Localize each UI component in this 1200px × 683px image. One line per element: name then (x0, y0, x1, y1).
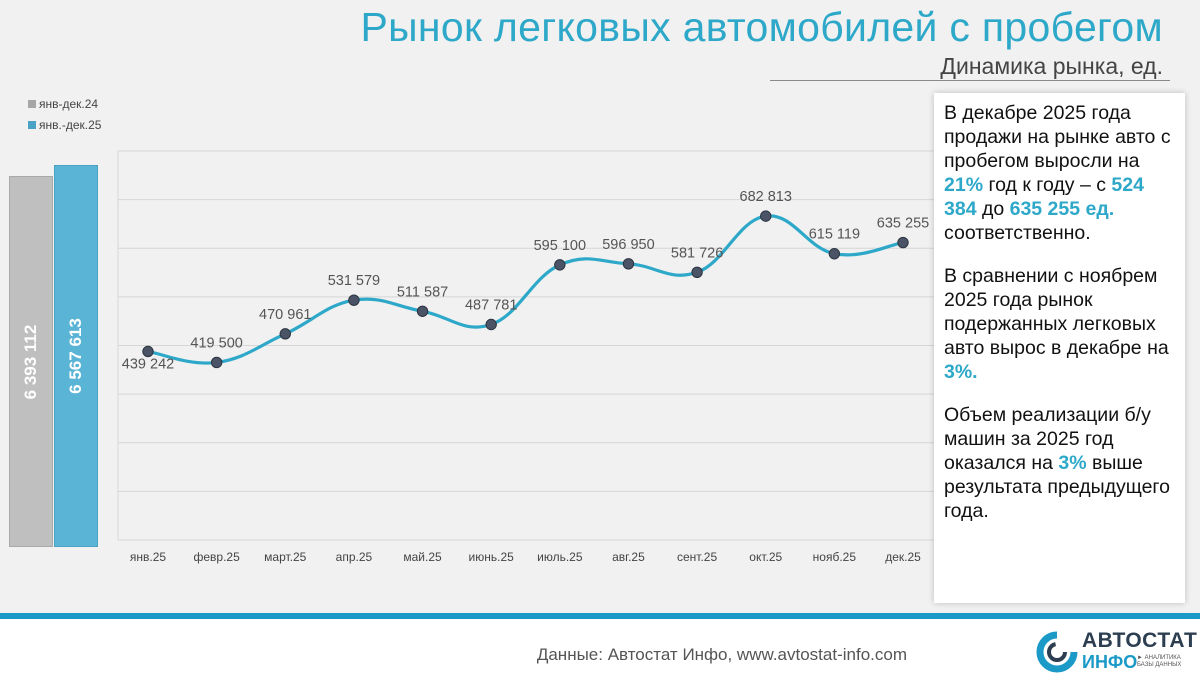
highlight-value: 3% (1058, 452, 1087, 474)
highlight-value: 21% (944, 174, 984, 196)
data-label: 596 950 (602, 237, 654, 253)
x-tick-label: авг.25 (612, 550, 645, 564)
data-point (210, 356, 223, 369)
x-tick-label: февр.25 (193, 550, 240, 564)
data-label: 531 579 (328, 273, 380, 289)
data-point (897, 236, 909, 249)
data-point (554, 259, 566, 271)
data-point (760, 210, 772, 222)
legend-label-prev: янв-дек.24 (39, 97, 99, 111)
legend-swatch-prev (28, 100, 36, 108)
logo-tagline: ► АНАЛИТИКА БАЗЫ ДАННЫХ (1137, 655, 1182, 668)
highlight-value: 3%. (944, 361, 978, 383)
legend-label-cur: янв.-дек.25 (39, 118, 102, 132)
data-point (691, 266, 703, 278)
brand-logo: АВТОСТАТ ИНФО ► АНАЛИТИКА БАЗЫ ДАННЫХ (1034, 628, 1198, 676)
data-point (828, 248, 841, 260)
data-label: 581 726 (671, 245, 723, 261)
data-point (279, 328, 291, 340)
subtitle-divider (770, 80, 1170, 81)
footer-divider (0, 613, 1200, 619)
x-tick-label: дек.25 (885, 550, 921, 564)
x-tick-label: июль.25 (537, 550, 583, 564)
data-label: 487 781 (465, 298, 517, 314)
x-tick-label: апр.25 (336, 550, 373, 564)
series-line-group (146, 214, 905, 365)
data-point (622, 258, 635, 270)
data-label: 615 119 (809, 227, 860, 243)
commentary-p2: В сравнении с ноябрем 2025 года рынок по… (944, 264, 1175, 384)
x-axis-ticks: янв.25 февр.25 март.25 апр.25 май.25 июнь.25 и… (130, 550, 921, 564)
data-labels: 439 242 419 500 470 961 531 579 511 587 487 7… (122, 189, 929, 372)
logo-circle-icon (1036, 631, 1078, 673)
data-point (485, 318, 497, 331)
page-subtitle: Динамика рынка, ед. (940, 53, 1163, 79)
commentary-text: год к году – с (983, 174, 1112, 196)
x-tick-label: июнь.25 (469, 550, 515, 564)
data-point (416, 305, 429, 317)
highlight-value: 524 384 (944, 174, 1144, 220)
data-label: 635 255 (877, 216, 929, 232)
legend-swatch-cur (28, 121, 36, 129)
commentary-text: соответственно. (944, 222, 1091, 244)
x-tick-label: янв.25 (130, 550, 167, 564)
highlight-value: 635 255 ед. (1009, 198, 1115, 220)
commentary-panel: В декабре 2025 года продажи на рынке авт… (934, 93, 1185, 603)
legend-item-cur: янв.-дек.25 (28, 118, 101, 132)
data-points (142, 210, 909, 369)
x-tick-label: нояб.25 (813, 550, 857, 564)
commentary-text: выше результата предыдущего года. (944, 452, 1170, 522)
x-tick-label: сент.25 (677, 550, 717, 564)
commentary-text: Объем реализации б/у машин за 2025 год о… (944, 404, 1151, 474)
total-bar-cur: 6 567 613 (54, 165, 98, 547)
data-label: 419 500 (190, 335, 242, 351)
commentary-text: В декабре 2025 года продажи на рынке авт… (944, 102, 1171, 172)
footer (0, 619, 1200, 683)
commentary-p1: В декабре 2025 года продажи на рынке авт… (944, 101, 1175, 245)
logo-text-primary: АВТОСТАТ (1082, 629, 1198, 652)
data-label: 439 242 (122, 356, 174, 372)
legend-item-prev: янв-дек.24 (28, 97, 98, 111)
gridlines (117, 150, 935, 541)
data-label: 682 813 (740, 189, 792, 205)
commentary-text: до (976, 198, 1010, 220)
logo-text-secondary: ИНФО (1082, 652, 1138, 672)
data-source: Данные: Автостат Инфо, www.avtostat-info… (536, 645, 907, 664)
data-label: 595 100 (534, 238, 586, 254)
series-line (146, 214, 905, 365)
page-title: Рынок легковых автомобилей с пробегом (360, 4, 1163, 50)
data-point (142, 345, 154, 358)
commentary-p3: Объем реализации б/у машин за 2025 год о… (944, 403, 1175, 523)
x-tick-label: окт.25 (749, 550, 782, 564)
x-tick-label: май.25 (403, 550, 442, 564)
data-point (348, 294, 360, 306)
x-tick-label: март.25 (264, 550, 307, 564)
data-label: 470 961 (259, 307, 311, 323)
total-bar-prev: 6 393 112 (9, 176, 53, 547)
data-label: 511 587 (397, 284, 448, 300)
commentary-text: В сравнении с ноябрем 2025 года рынок по… (944, 265, 1169, 359)
